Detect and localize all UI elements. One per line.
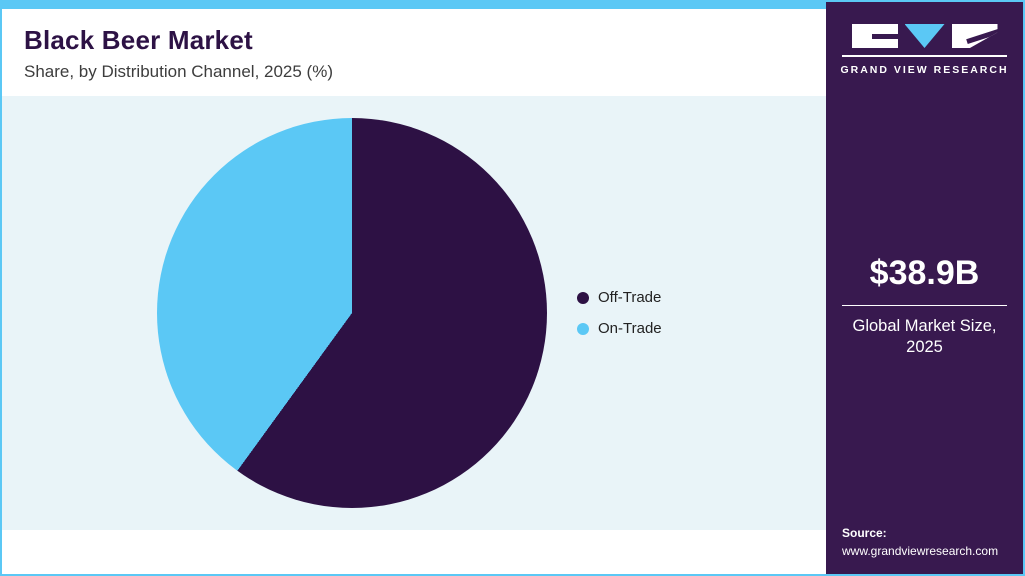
source-url-link[interactable]: www.grandviewresearch.com	[842, 543, 999, 558]
brand-name: GRAND VIEW RESEARCH	[840, 64, 1009, 76]
chart-header: Black Beer Market Share, by Distribution…	[2, 9, 826, 96]
legend-label-off-trade: Off-Trade	[598, 289, 662, 306]
sidebar-spacer	[842, 359, 1007, 525]
legend-label-on-trade: On-Trade	[598, 320, 662, 337]
legend-dot-off-trade	[577, 291, 589, 304]
brand-logo: GRAND VIEW RESEARCH	[840, 24, 1009, 76]
logo-letter-r-icon	[951, 24, 998, 48]
page-subtitle: Share, by Distribution Channel, 2025 (%)	[24, 62, 333, 81]
logo-letter-v-icon	[904, 24, 945, 48]
pie-chart-wrap	[157, 118, 547, 508]
page-title: Black Beer Market	[24, 25, 253, 55]
legend-item-on-trade: On-Trade	[577, 320, 662, 337]
legend-dot-on-trade	[577, 322, 589, 335]
top-accent-bar	[2, 2, 826, 9]
market-size-label: Global Market Size, 2025	[852, 317, 997, 357]
main-panel: Black Beer Market Share, by Distribution…	[2, 2, 826, 574]
gvr-logo-icon	[842, 24, 1007, 57]
pie-chart	[157, 118, 547, 508]
market-size-value: $38.9B	[842, 254, 1007, 306]
sidebar: GRAND VIEW RESEARCH $38.9B Global Market…	[826, 2, 1023, 574]
source-label: Source:	[842, 526, 887, 541]
legend-item-off-trade: Off-Trade	[577, 289, 662, 306]
market-size-block: $38.9B Global Market Size, 2025	[842, 254, 1007, 359]
chart-area: Off-Trade On-Trade	[2, 96, 826, 530]
footer-strip	[2, 530, 826, 574]
source-block: Source: www.grandviewresearch.com	[842, 525, 1007, 560]
logo-letter-g-icon	[851, 24, 898, 48]
chart-legend: Off-Trade On-Trade	[577, 289, 662, 337]
